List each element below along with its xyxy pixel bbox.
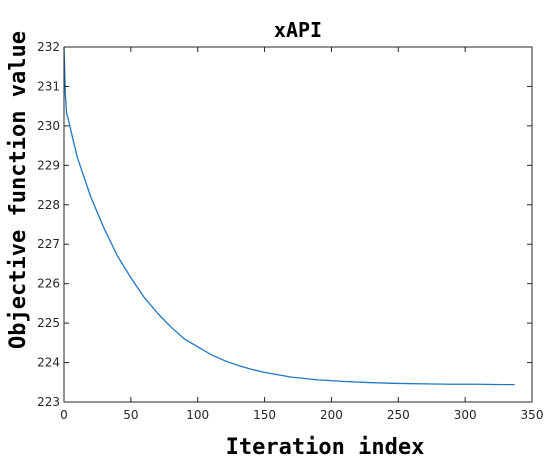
chart-title: xAPI [274, 18, 322, 42]
series-line-0 [63, 46, 515, 386]
y-tick-label: 230 [37, 119, 60, 133]
x-tick-label: 250 [387, 408, 410, 422]
x-tick-label: 100 [186, 408, 209, 422]
x-tick-label: 200 [320, 408, 343, 422]
y-tick-label: 232 [37, 40, 60, 54]
y-tick-label: 231 [37, 79, 60, 93]
y-tick-label: 227 [37, 237, 60, 251]
plot-frame [63, 46, 533, 403]
x-tick-label: 350 [521, 408, 544, 422]
x-tick-label: 150 [253, 408, 276, 422]
x-axis-label: Iteration index [226, 435, 425, 460]
y-axis-label: Objective function value [6, 31, 31, 349]
x-tick-label: 0 [60, 408, 68, 422]
y-tick-label: 223 [37, 395, 60, 409]
y-tick-label: 224 [37, 356, 60, 370]
x-tick-label: 300 [454, 408, 477, 422]
y-tick-label: 228 [37, 198, 60, 212]
plot-background [64, 47, 532, 402]
y-tick-label: 226 [37, 277, 60, 291]
y-tick-label: 225 [37, 316, 60, 330]
y-tick-label: 229 [37, 158, 60, 172]
x-tick-label: 50 [123, 408, 138, 422]
